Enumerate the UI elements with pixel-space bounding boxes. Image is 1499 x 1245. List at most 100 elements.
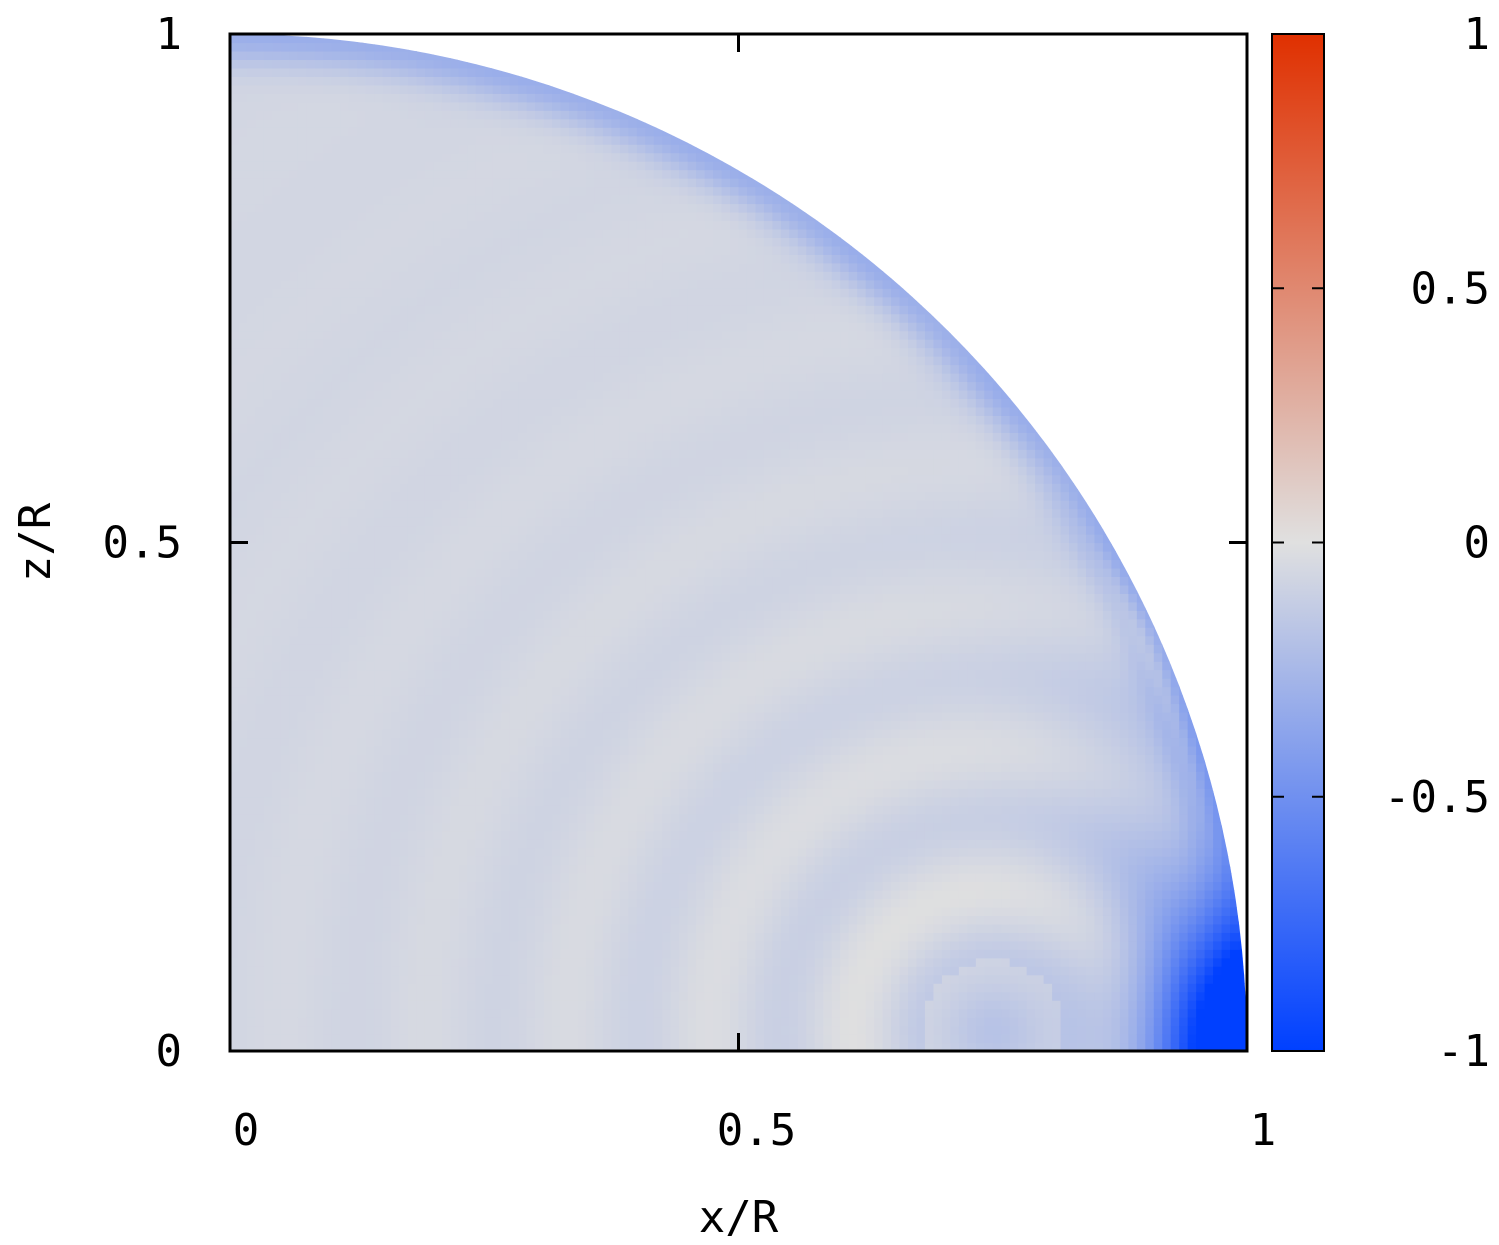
heatmap-cell [441,822,451,832]
heatmap-cell [246,567,257,577]
heatmap-cell [331,59,341,69]
heatmap-cell [467,889,477,900]
heatmap-cell [526,957,536,967]
heatmap-cell [450,356,460,366]
heatmap-cell [348,42,358,52]
heatmap-cell [297,728,307,739]
heatmap-cell [340,50,350,61]
heatmap-cell [552,703,562,713]
heatmap-cell [289,415,299,425]
heatmap-cell [230,542,240,552]
heatmap-cell [543,449,553,459]
heatmap-cell [475,1017,485,1027]
heatmap-cell [382,644,392,654]
heatmap-cell [475,169,485,179]
heatmap-cell [475,110,485,120]
heatmap-cell [238,576,248,586]
heatmap-cell [450,525,460,535]
heatmap-cell [577,178,587,188]
heatmap-cell [509,873,519,883]
heatmap-cell [492,195,502,205]
heatmap-cell [518,856,528,866]
heatmap-cell [416,559,426,569]
heatmap-cell [382,500,392,510]
heatmap-cell [246,788,257,798]
heatmap-cell [246,796,257,806]
heatmap-cell [280,305,290,315]
heatmap-cell [467,745,477,755]
heatmap-cell [492,703,502,713]
heatmap-cell [314,754,324,764]
heatmap-cell [348,152,358,162]
heatmap-cell [365,245,375,255]
heatmap-cell [314,84,324,94]
heatmap-cell [348,449,358,459]
heatmap-cell [441,932,451,942]
heatmap-cell [340,389,350,400]
heatmap-cell [441,449,451,459]
heatmap-cell [297,101,307,111]
heatmap-cell [560,940,570,950]
heatmap-cell [518,813,528,823]
heatmap-cell [569,881,579,891]
heatmap-cell [297,279,307,289]
heatmap-cell [509,737,519,747]
heatmap-cell [526,135,536,145]
heatmap-cell [467,703,477,713]
heatmap-cell [297,822,307,832]
heatmap-cell [543,593,553,603]
heatmap-cell [535,923,545,933]
heatmap-cell [382,415,392,425]
heatmap-cell [255,762,265,772]
heatmap-cell [272,364,282,374]
heatmap-cell [543,906,553,916]
heatmap-cell [374,406,384,416]
heatmap-cell [441,737,451,747]
heatmap-cell [569,584,579,594]
heatmap-cell [340,576,350,586]
heatmap-cell [323,1042,333,1051]
heatmap-cell [416,1008,426,1018]
heatmap-cell [238,195,248,205]
heatmap-cell [407,135,418,145]
heatmap-cell [509,203,519,213]
heatmap-cell [272,754,282,764]
heatmap-cell [314,237,324,247]
heatmap-cell [238,754,248,764]
heatmap-cell [484,550,494,561]
heatmap-cell [272,84,282,94]
heatmap-cell [399,601,409,611]
heatmap-cell [492,771,502,781]
heatmap-cell [374,440,384,450]
heatmap-cell [382,356,392,366]
heatmap-cell [492,712,502,722]
heatmap-cell [289,178,299,188]
heatmap-cell [272,881,282,891]
heatmap-cell [374,271,384,281]
heatmap-cell [535,695,545,705]
heatmap-cell [450,59,460,69]
heatmap-cell [331,228,341,238]
heatmap-cell [263,1025,273,1035]
heatmap-cell [382,839,392,849]
heatmap-cell [331,661,341,671]
heatmap-cell [484,728,494,739]
heatmap-cell [543,220,553,230]
heatmap-cell [263,839,273,849]
heatmap-cell [458,703,468,713]
heatmap-cell [543,703,553,713]
heatmap-cell [458,932,468,942]
heatmap-cell [407,864,418,874]
heatmap-cell [441,262,451,272]
heatmap-cell [501,457,511,467]
heatmap-cell [323,652,333,662]
heatmap-cell [569,601,579,611]
heatmap-cell [323,847,333,857]
heatmap-cell [331,728,341,739]
heatmap-cell [340,474,350,484]
heatmap-cell [331,754,341,764]
heatmap-cell [280,856,290,866]
heatmap-cell [314,491,324,501]
heatmap-cell [246,466,257,476]
heatmap-cell [340,271,350,281]
